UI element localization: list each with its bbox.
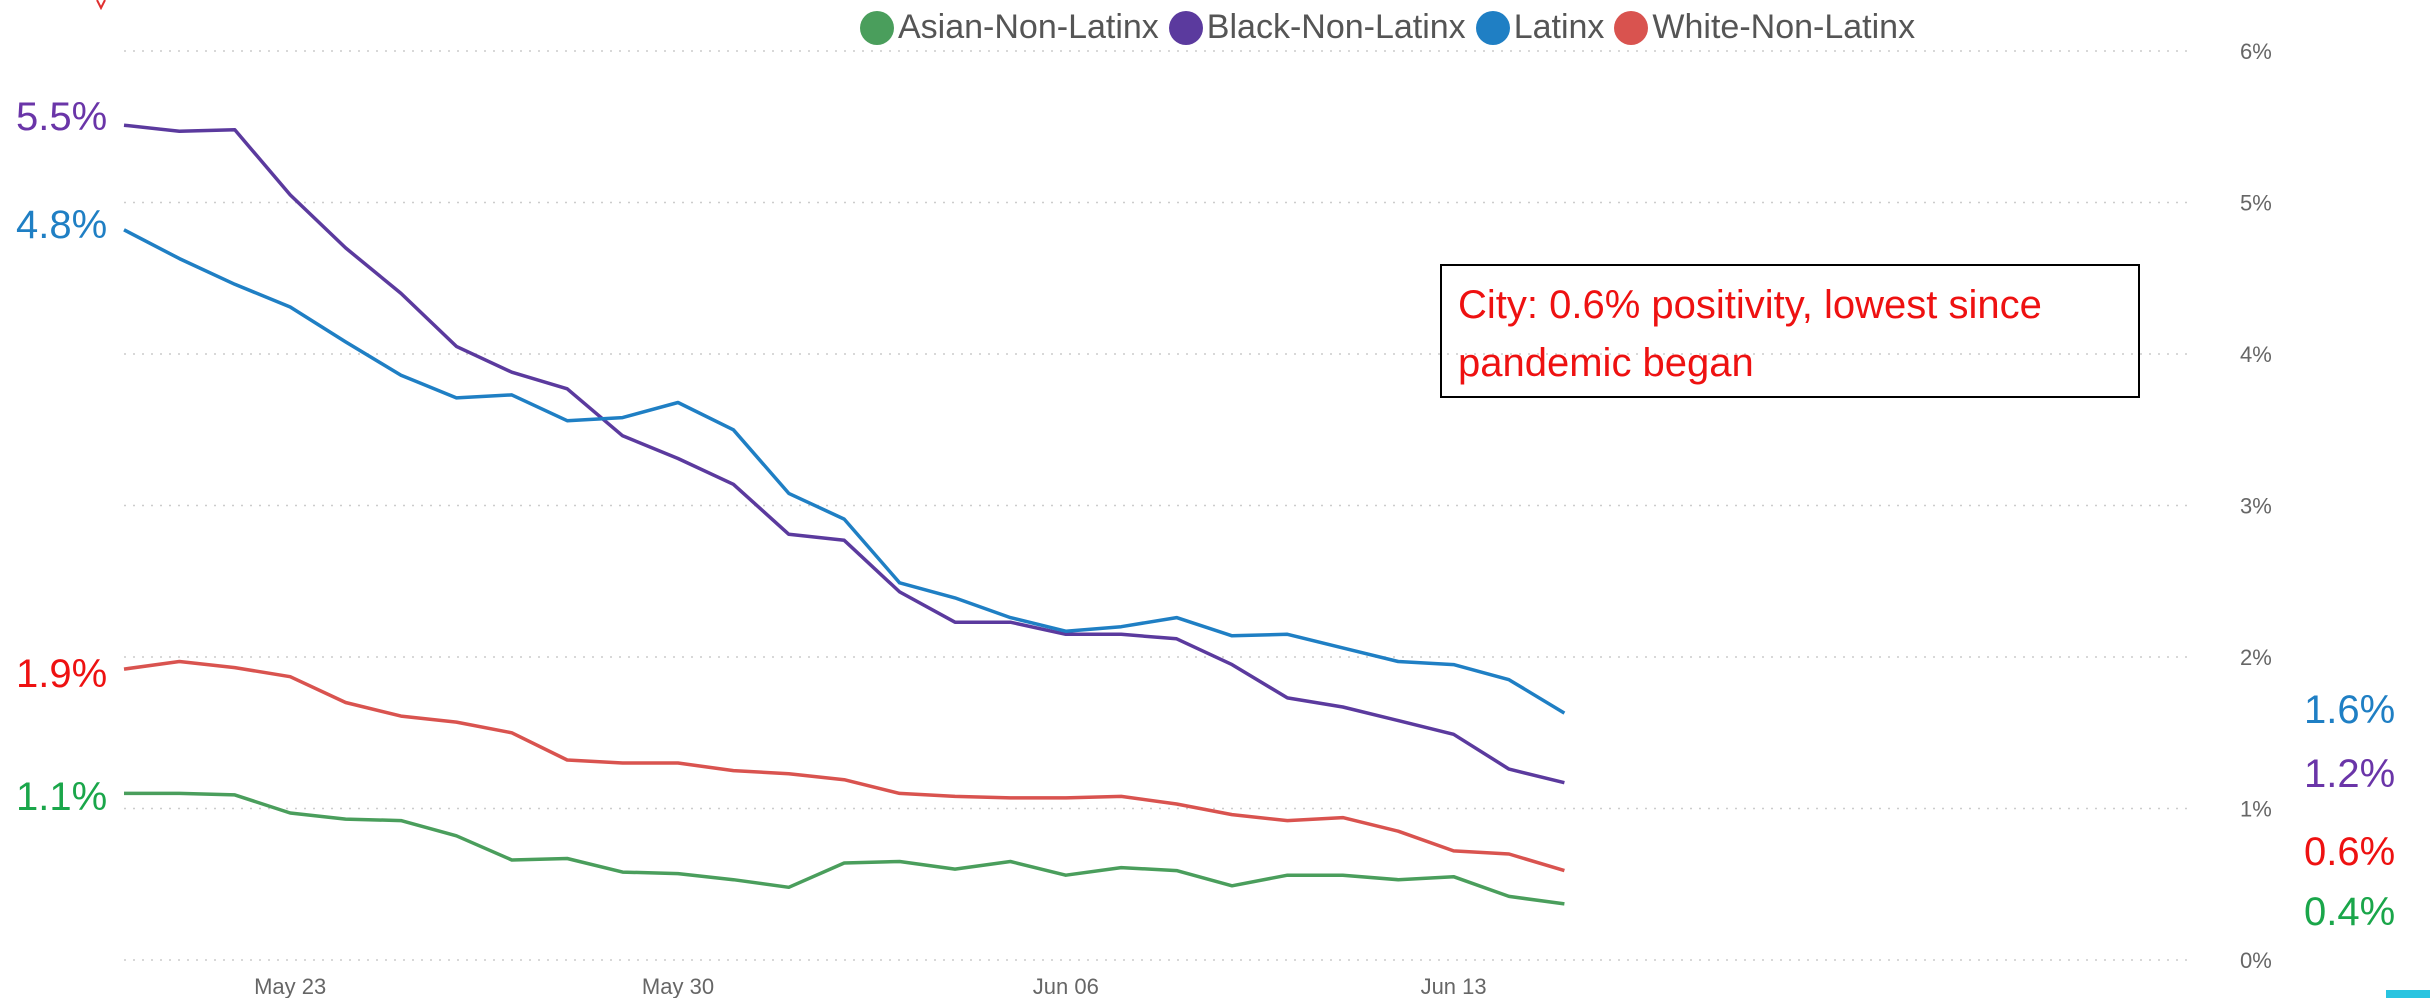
- legend-dot-icon: [1476, 11, 1510, 45]
- legend-label-white: White-Non-Latinx: [1652, 8, 1915, 47]
- legend-item-white[interactable]: White-Non-Latinx: [1614, 8, 1915, 47]
- y-tick-label: 4%: [2240, 342, 2272, 367]
- legend-dot-icon: [1169, 11, 1203, 45]
- legend-label-latinx: Latinx: [1514, 8, 1605, 47]
- end-label-asian: 0.4%: [2304, 890, 2395, 935]
- series-line-asian-non-latinx[interactable]: [124, 793, 1564, 904]
- end-label-black: 1.2%: [2304, 752, 2395, 797]
- y-tick-label: 2%: [2240, 645, 2272, 670]
- y-tick-label: 3%: [2240, 494, 2272, 519]
- end-label-white: 0.6%: [2304, 830, 2395, 875]
- end-label-latinx: 1.6%: [2304, 688, 2395, 733]
- legend: Asian-Non-Latinx Black-Non-Latinx Latinx…: [860, 8, 1925, 47]
- legend-dot-icon: [860, 11, 894, 45]
- top-left-marker-icon: [96, 0, 106, 10]
- legend-label-black: Black-Non-Latinx: [1207, 8, 1466, 47]
- series-line-latinx[interactable]: [124, 230, 1564, 713]
- start-label-asian: 1.1%: [16, 775, 107, 820]
- x-tick-label: Jun 06: [1033, 974, 1099, 998]
- gridlines: [124, 51, 2190, 960]
- x-tick-label: May 30: [642, 974, 714, 998]
- start-label-latinx: 4.8%: [16, 203, 107, 248]
- legend-item-black[interactable]: Black-Non-Latinx: [1169, 8, 1466, 47]
- legend-item-latinx[interactable]: Latinx: [1476, 8, 1605, 47]
- corner-accent: [2386, 990, 2430, 998]
- x-tick-label: May 23: [254, 974, 326, 998]
- start-label-black: 5.5%: [16, 95, 107, 140]
- series-lines: [124, 125, 1564, 904]
- y-tick-label: 0%: [2240, 948, 2272, 973]
- x-axis-ticks: May 23 May 30 Jun 06 Jun 13: [254, 974, 1487, 998]
- series-line-black-non-latinx[interactable]: [124, 125, 1564, 783]
- y-axis-ticks: 0% 1% 2% 3% 4% 5% 6%: [2240, 39, 2272, 973]
- legend-item-asian[interactable]: Asian-Non-Latinx: [860, 8, 1159, 47]
- y-tick-label: 1%: [2240, 797, 2272, 822]
- legend-dot-icon: [1614, 11, 1648, 45]
- annotation-box: City: 0.6% positivity, lowest since pand…: [1440, 264, 2140, 398]
- x-tick-label: Jun 13: [1421, 974, 1487, 998]
- legend-label-asian: Asian-Non-Latinx: [898, 8, 1159, 47]
- y-tick-label: 5%: [2240, 191, 2272, 216]
- series-line-white-non-latinx[interactable]: [124, 662, 1564, 871]
- y-tick-label: 6%: [2240, 39, 2272, 64]
- start-label-white: 1.9%: [16, 652, 107, 697]
